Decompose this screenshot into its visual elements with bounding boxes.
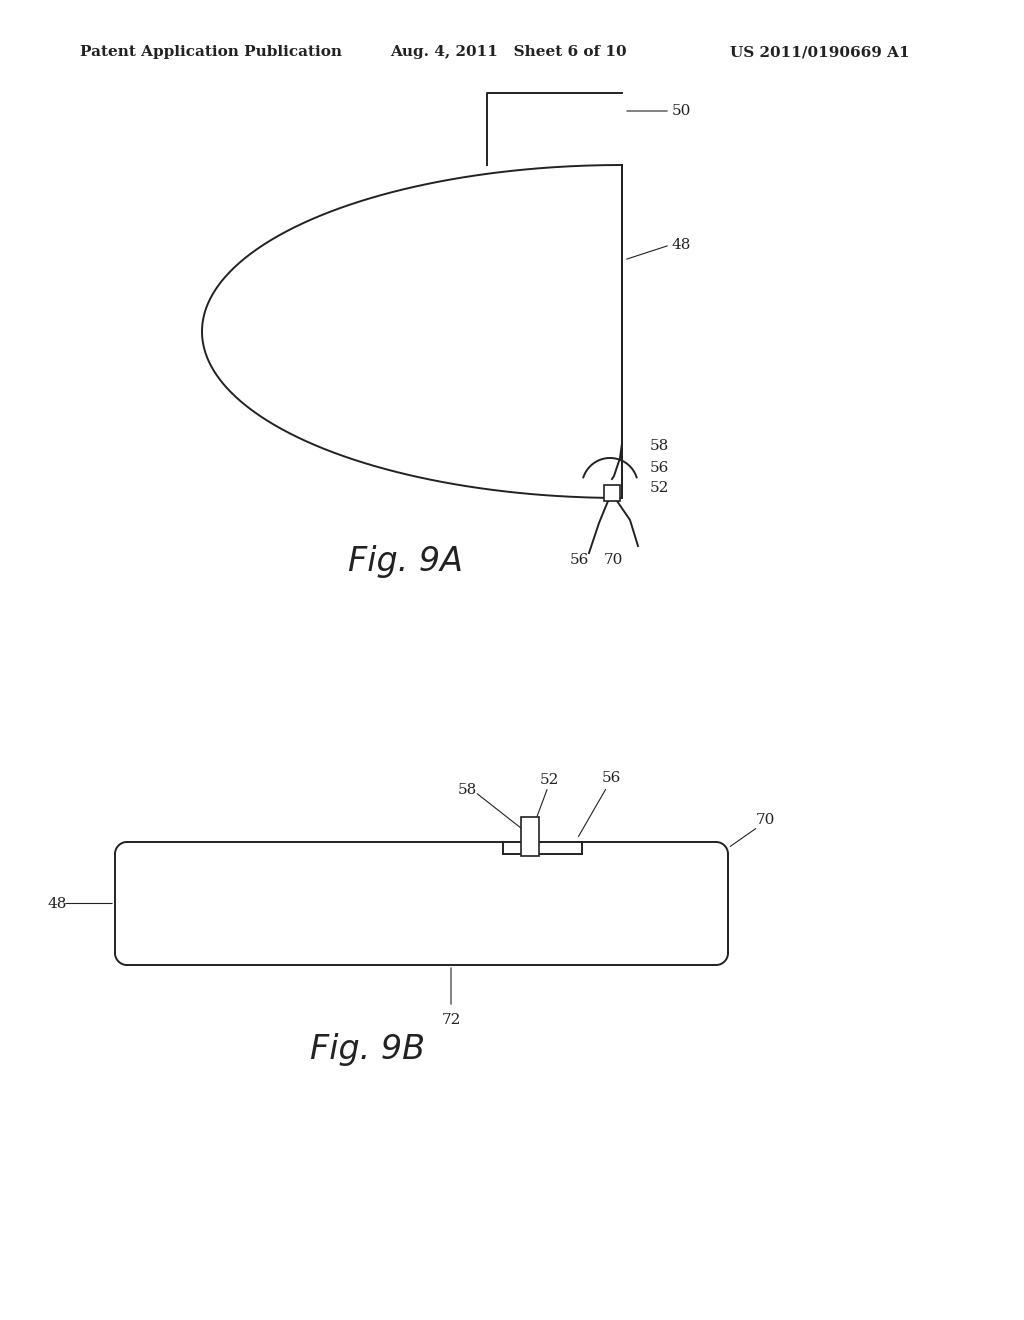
Text: 48: 48 [47, 896, 67, 911]
Text: 70: 70 [756, 813, 775, 828]
Text: 70: 70 [604, 553, 624, 568]
Bar [521, 817, 539, 855]
Text: 58: 58 [458, 783, 477, 797]
Text: 58: 58 [650, 440, 670, 453]
Text: 48: 48 [672, 238, 691, 252]
Text: US 2011/0190669 A1: US 2011/0190669 A1 [730, 45, 909, 59]
Text: 52: 52 [650, 480, 670, 495]
Text: Aug. 4, 2011   Sheet 6 of 10: Aug. 4, 2011 Sheet 6 of 10 [390, 45, 627, 59]
Text: 72: 72 [441, 1012, 461, 1027]
Text: Fig. 9B: Fig. 9B [310, 1034, 425, 1067]
Text: 56: 56 [650, 461, 670, 475]
Text: 50: 50 [672, 104, 691, 117]
Text: 52: 52 [540, 774, 559, 787]
Text: Fig. 9A: Fig. 9A [348, 545, 463, 578]
Bar [604, 484, 620, 502]
Text: 56: 56 [570, 553, 590, 568]
Text: Patent Application Publication: Patent Application Publication [80, 45, 342, 59]
Text: 56: 56 [602, 771, 622, 785]
